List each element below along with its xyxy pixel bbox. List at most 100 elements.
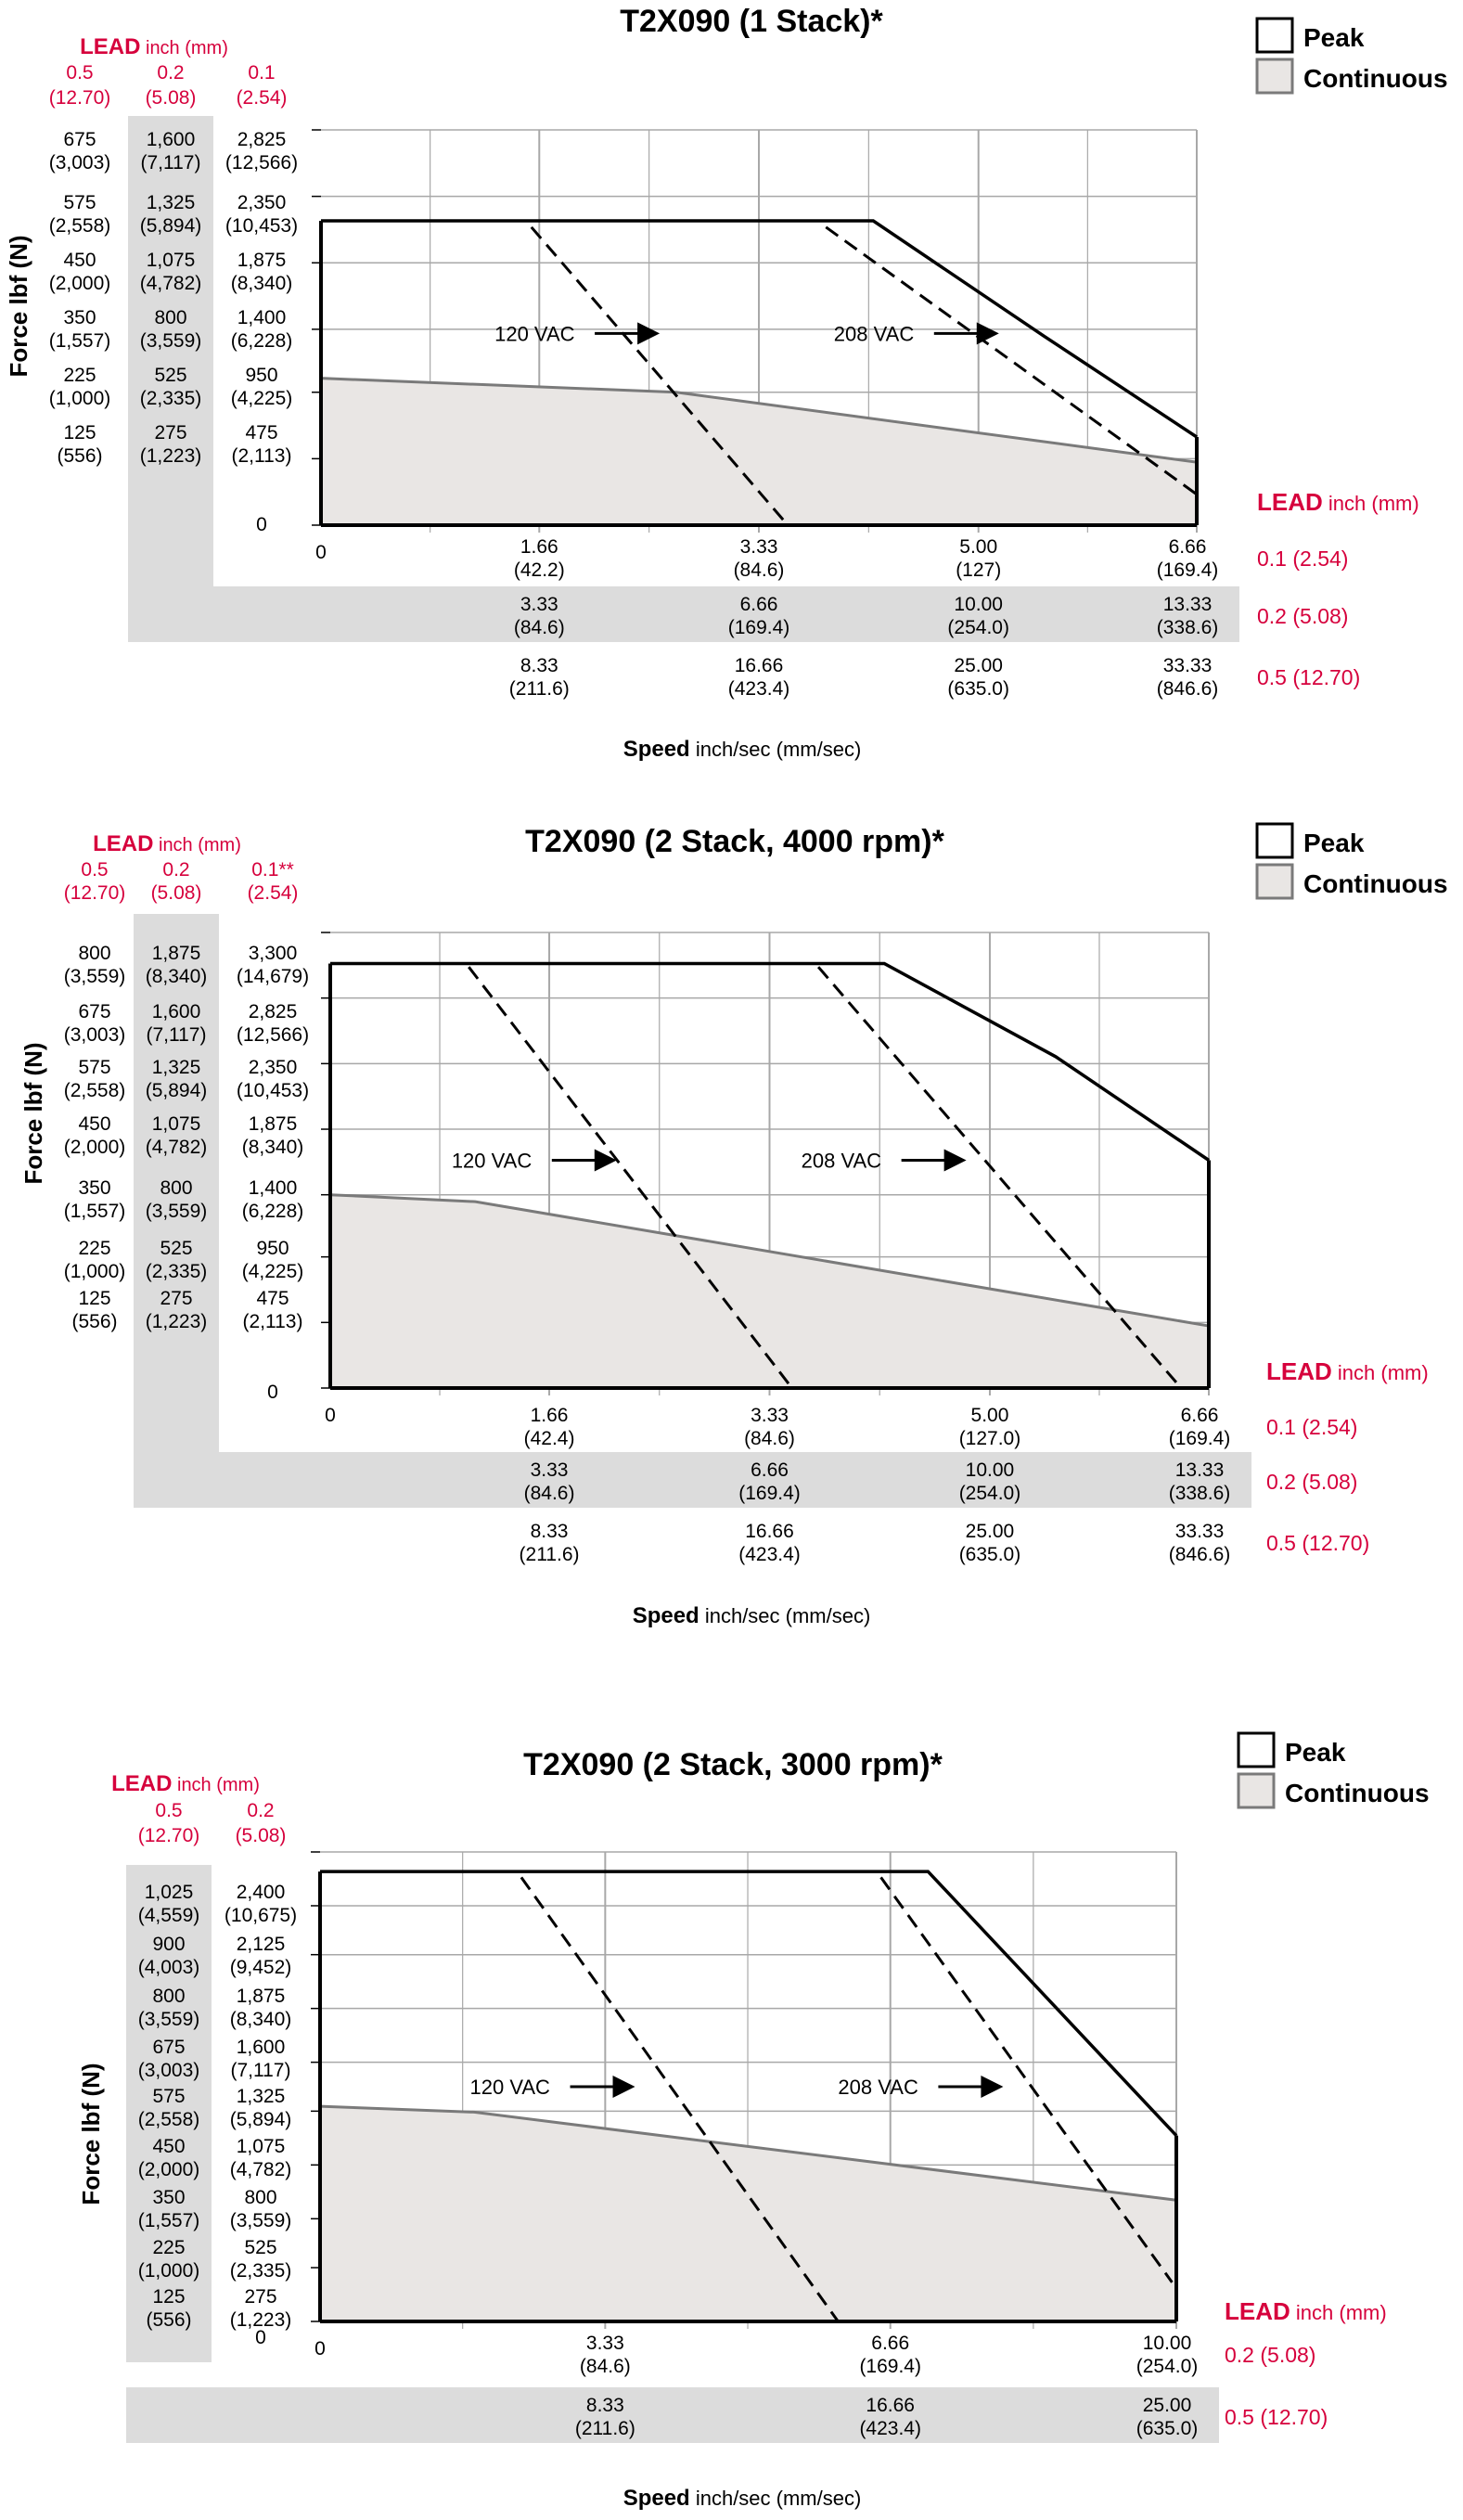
speed-row-lead: 0.1 (2.54) [1266, 1415, 1357, 1439]
speed-tick-value: 13.33 [1175, 1459, 1225, 1481]
lead-column-header: 0.1 [248, 62, 275, 84]
force-tick-value-n: (3,003) [64, 1024, 126, 1046]
force-tick-value-n: (8,340) [146, 966, 208, 987]
force-tick-value-n: (7,117) [231, 2060, 291, 2081]
force-tick-value-n: (6,228) [231, 330, 293, 352]
x-origin-label: 0 [325, 1405, 336, 1426]
speed-tick-value-mm: (338.6) [1157, 617, 1219, 638]
speed-tick-value-mm: (84.6) [524, 1483, 575, 1504]
speed-tick-value-mm: (423.4) [738, 1544, 801, 1565]
speed-tick-value: 6.66 [751, 1459, 789, 1481]
force-tick-value: 1,875 [152, 943, 201, 964]
speed-tick-value-mm: (254.0) [1136, 2356, 1199, 2377]
lead-column-header-mm: (12.70) [49, 87, 111, 109]
chart-title: T2X090 (2 Stack, 4000 rpm)* [525, 824, 944, 859]
force-tick-value: 275 [154, 422, 186, 444]
speed-tick-value-mm: (169.4) [859, 2356, 921, 2377]
force-tick-value-n: (1,223) [140, 445, 202, 467]
speed-tick-value: 3.33 [751, 1405, 789, 1426]
speed-tick-value: 6.66 [1181, 1405, 1219, 1426]
voltage-label: 208 VAC [838, 2076, 918, 2099]
speed-tick-value-mm: (423.4) [859, 2418, 921, 2439]
force-tick-value-n: (8,340) [242, 1137, 304, 1158]
speed-tick-value-mm: (84.6) [744, 1428, 795, 1449]
speed-tick-value-mm: (169.4) [738, 1483, 801, 1504]
lead-unit: inch (mm) [153, 835, 240, 855]
lead-unit: inch (mm) [172, 1775, 259, 1795]
force-tick-value-n: (2,335) [230, 2260, 292, 2282]
voltage-label: 208 VAC [802, 1150, 882, 1173]
force-tick-value: 800 [78, 943, 110, 964]
force-tick-value-n: (1,000) [64, 1261, 126, 1282]
lead-column-header: 0.2 [247, 1800, 274, 1821]
speed-tick-value-mm: (211.6) [520, 1544, 580, 1565]
lead-column-header-mm: (12.70) [138, 1825, 200, 1846]
force-tick-value-n: (1,223) [230, 2309, 292, 2331]
speed-tick-value-mm: (423.4) [728, 678, 790, 700]
lead-band-column [134, 914, 219, 1429]
lead-word: LEAD [1257, 488, 1323, 516]
force-tick-value-n: (3,559) [64, 966, 126, 987]
speed-word: Speed [623, 737, 690, 762]
speed-unit: inch/sec (mm/sec) [699, 1604, 871, 1627]
lead-band-connector [134, 1397, 219, 1452]
lead-unit: inch (mm) [1290, 2301, 1387, 2324]
force-tick-value: 1,875 [237, 1986, 286, 2007]
speed-tick-value: 6.66 [1169, 536, 1207, 558]
force-tick-value-n: (1,557) [138, 2210, 200, 2231]
force-tick-value-n: (8,340) [230, 2009, 292, 2030]
speed-tick-value: 10.00 [954, 594, 1003, 615]
speed-tick-value-mm: (254.0) [947, 617, 1009, 638]
force-tick-value-n: (2,558) [49, 215, 111, 237]
speed-row-lead: 0.2 (5.08) [1257, 604, 1348, 628]
y-axis-label: Force lbf (N) [77, 2063, 105, 2205]
lead-column-header-mm: (2.54) [248, 882, 299, 904]
lead-column-header: 0.5 [66, 62, 93, 84]
force-tick-value-n: (556) [71, 1311, 117, 1332]
force-tick-value: 350 [152, 2187, 185, 2208]
speed-tick-value: 5.00 [959, 536, 997, 558]
force-tick-value-n: (556) [57, 445, 102, 467]
force-tick-value: 675 [152, 2037, 185, 2058]
arrow-icon [594, 1149, 617, 1172]
arrow-icon [637, 322, 661, 345]
force-tick-value: 2,350 [249, 1057, 298, 1078]
voltage-limit-line [530, 225, 789, 526]
speed-tick-value-mm: (42.2) [514, 559, 565, 581]
force-tick-value: 1,025 [145, 1882, 194, 1903]
legend-continuous-label: Continuous [1285, 1779, 1430, 1807]
force-tick-value: 2,825 [237, 129, 287, 150]
speed-tick-value-mm: (846.6) [1169, 1544, 1231, 1565]
x-origin-label: 0 [314, 2338, 326, 2359]
force-tick-value-n: (7,117) [147, 1024, 207, 1046]
legend-peak-label: Peak [1285, 1738, 1346, 1767]
force-tick-value-n: (14,679) [237, 966, 309, 987]
peak-line [330, 961, 1210, 1162]
force-tick-value: 125 [63, 422, 96, 444]
speed-tick-value: 16.66 [745, 1521, 794, 1542]
chart-2: T2X090 (2 Stack, 4000 rpm)* Peak Continuou… [19, 822, 1448, 1628]
speed-row-lead: 0.2 (5.08) [1266, 1470, 1357, 1494]
speed-tick-value-mm: (127) [956, 559, 1001, 581]
force-tick-value: 1,325 [147, 192, 196, 213]
speed-tick-value-mm: (635.0) [947, 678, 1009, 700]
speed-tick-value: 16.66 [866, 2395, 915, 2416]
speed-tick-value: 1.66 [520, 536, 558, 558]
continuous-area [321, 378, 1197, 525]
force-tick-value-n: (2,113) [243, 1311, 303, 1332]
force-tick-value: 275 [160, 1288, 192, 1309]
force-tick-value-n: (2,000) [138, 2159, 200, 2180]
speed-word: Speed [623, 2486, 690, 2511]
speed-tick-value: 33.33 [1175, 1521, 1225, 1542]
force-tick-value: 1,875 [249, 1113, 298, 1135]
force-tick-value-n: (3,559) [146, 1201, 208, 1222]
force-tick-value: 475 [256, 1288, 289, 1309]
speed-tick-value-mm: (211.6) [575, 2418, 635, 2439]
force-tick-value: 800 [244, 2187, 276, 2208]
lead-column-header-mm: (5.08) [146, 87, 197, 109]
force-tick-value: 2,400 [237, 1882, 286, 1903]
force-tick-value: 675 [63, 129, 96, 150]
continuous-line [329, 1193, 1210, 1328]
x-axis-label: Speed inch/sec (mm/sec) [623, 737, 862, 762]
force-tick-value-n: (1,223) [146, 1311, 208, 1332]
